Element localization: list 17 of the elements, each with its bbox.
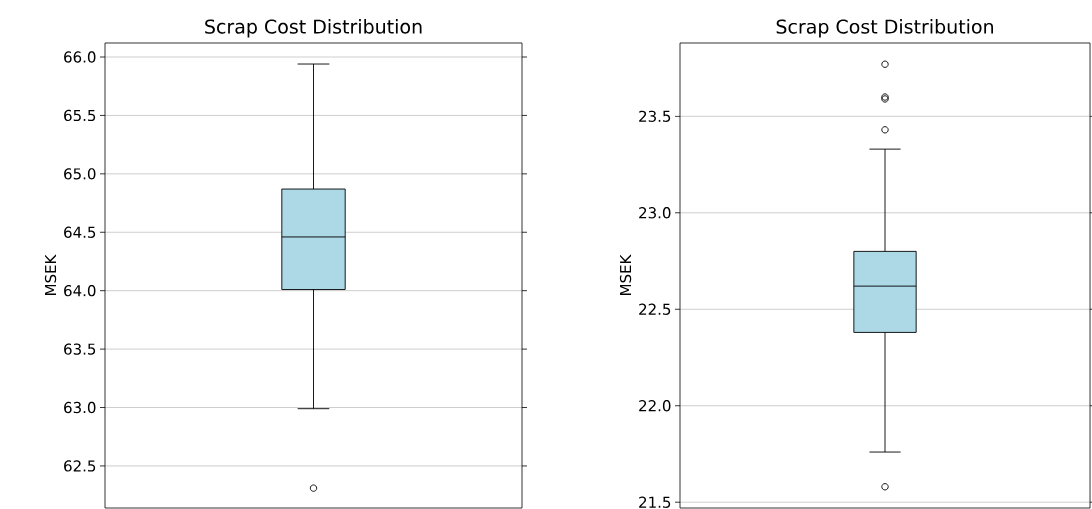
y-tick-label: 65.5 xyxy=(64,109,96,122)
y-tick-label: 63.5 xyxy=(64,343,96,355)
chart-title: Scrap Cost Distribution xyxy=(205,19,422,38)
y-tick-label: 22.0 xyxy=(639,400,671,412)
y-axis-title: MSEK xyxy=(44,254,57,295)
chart-title: Scrap Cost Distribution xyxy=(776,19,993,38)
y-tick-label: 66.0 xyxy=(64,51,96,63)
y-axis-title: MSEK xyxy=(619,254,632,295)
y-tick-label: 22.5 xyxy=(639,303,671,315)
y-tick-label: 62.5 xyxy=(64,460,96,472)
y-tick-label: 63.0 xyxy=(64,401,96,414)
y-tick-label: 21.5 xyxy=(639,496,671,508)
y-tick-label: 23.0 xyxy=(639,207,671,219)
y-tick-label: 23.5 xyxy=(639,110,671,122)
y-tick-label: 65.0 xyxy=(64,168,96,180)
y-tick-label: 64.5 xyxy=(64,226,96,238)
y-tick-label: 64.0 xyxy=(64,285,96,297)
